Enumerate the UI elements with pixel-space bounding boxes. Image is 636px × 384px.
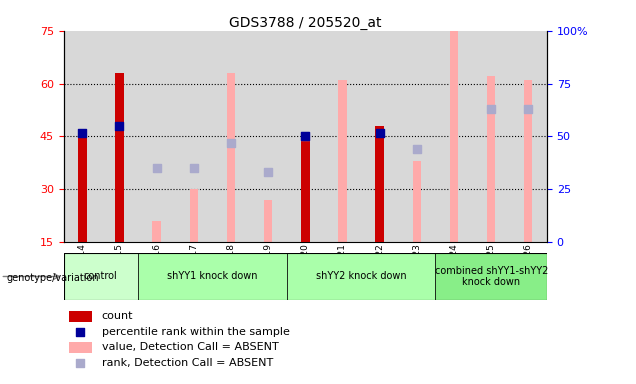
Text: count: count bbox=[102, 311, 134, 321]
Text: combined shYY1-shYY2
knock down: combined shYY1-shYY2 knock down bbox=[434, 266, 548, 287]
Point bbox=[75, 360, 85, 366]
Bar bbox=[69, 311, 92, 322]
Text: shYY2 knock down: shYY2 knock down bbox=[315, 271, 406, 281]
Point bbox=[300, 133, 310, 139]
Point bbox=[226, 140, 236, 146]
Point bbox=[114, 123, 125, 129]
Bar bbox=[287, 253, 436, 300]
Bar bbox=[487, 76, 495, 242]
Point bbox=[151, 165, 162, 171]
Bar bbox=[436, 253, 547, 300]
Point bbox=[523, 106, 534, 112]
Point bbox=[75, 329, 85, 335]
Text: value, Detection Call = ABSENT: value, Detection Call = ABSENT bbox=[102, 342, 279, 353]
Text: percentile rank within the sample: percentile rank within the sample bbox=[102, 327, 289, 337]
Text: rank, Detection Call = ABSENT: rank, Detection Call = ABSENT bbox=[102, 358, 273, 368]
Bar bbox=[78, 133, 86, 242]
Bar bbox=[450, 31, 458, 242]
Bar bbox=[153, 221, 161, 242]
Bar bbox=[64, 253, 138, 300]
Bar bbox=[138, 253, 287, 300]
Point bbox=[189, 165, 199, 171]
Text: control: control bbox=[84, 271, 118, 281]
Title: GDS3788 / 205520_at: GDS3788 / 205520_at bbox=[229, 16, 382, 30]
Bar bbox=[190, 189, 198, 242]
Bar bbox=[227, 73, 235, 242]
Point bbox=[77, 130, 87, 136]
Bar bbox=[413, 161, 421, 242]
Bar bbox=[301, 140, 310, 242]
Point bbox=[375, 130, 385, 136]
Text: genotype/variation: genotype/variation bbox=[6, 273, 99, 283]
Bar bbox=[264, 200, 272, 242]
Point bbox=[263, 169, 273, 175]
Bar bbox=[69, 342, 92, 353]
Bar bbox=[375, 126, 384, 242]
Point bbox=[411, 146, 422, 152]
Bar bbox=[338, 80, 347, 242]
Bar bbox=[524, 80, 532, 242]
Point bbox=[486, 106, 496, 112]
Text: shYY1 knock down: shYY1 knock down bbox=[167, 271, 258, 281]
Point bbox=[300, 133, 310, 139]
Bar bbox=[115, 73, 124, 242]
